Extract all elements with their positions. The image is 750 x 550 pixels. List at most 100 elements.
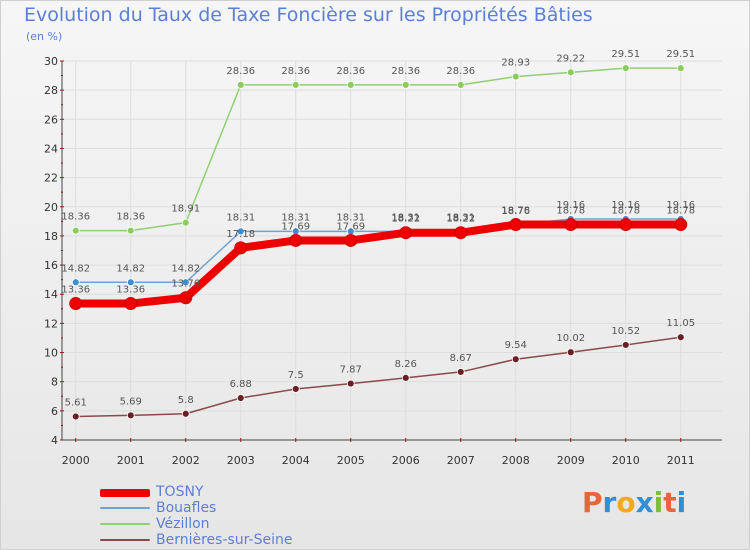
legend-label-vezillon: Vézillon — [156, 516, 210, 532]
data-label-v-zillon: 18.36 — [61, 212, 90, 223]
brand-letter: x — [635, 486, 654, 519]
data-label-v-zillon: 18.91 — [171, 204, 200, 215]
data-point-bouafles — [126, 278, 135, 287]
data-point-berni-res-sur-seine — [676, 333, 685, 342]
data-label-bouafles: 19.16 — [556, 200, 585, 211]
data-point-bouafles — [236, 227, 245, 236]
data-label-v-zillon: 28.93 — [501, 58, 530, 69]
data-point-v-zillon — [676, 64, 685, 73]
series-line-tosny — [71, 220, 685, 308]
chart-subtitle: (en %) — [26, 30, 63, 43]
data-point-tosny — [674, 218, 688, 232]
series-line-berni-res-sur-seine — [75, 336, 682, 418]
y-tick-label: 28 — [44, 84, 58, 97]
data-label-berni-res-sur-seine: 11.05 — [666, 318, 695, 329]
data-point-v-zillon — [621, 64, 630, 73]
x-tick-label: 2004 — [282, 454, 310, 467]
y-tick-label: 20 — [44, 201, 58, 214]
legend-label-bouafles: Bouafles — [156, 500, 217, 516]
legend-swatch-tosny — [100, 489, 150, 497]
y-tick-label: 6 — [51, 405, 58, 418]
data-point-v-zillon — [511, 72, 520, 81]
data-label-tosny: 18.78 — [501, 206, 530, 217]
data-label-tosny: 18.78 — [556, 206, 585, 217]
data-point-berni-res-sur-seine — [291, 385, 300, 393]
data-point-v-zillon — [566, 68, 575, 77]
data-point-v-zillon — [71, 226, 80, 235]
brand-letter: t — [663, 486, 677, 519]
x-tick-label: 2008 — [502, 454, 530, 467]
data-label-bouafles: 18.31 — [226, 212, 255, 223]
x-tick-label: 2011 — [667, 454, 695, 467]
data-label-berni-res-sur-seine: 9.54 — [505, 340, 527, 351]
data-point-v-zillon — [236, 81, 245, 89]
brand-letter: r — [602, 486, 617, 519]
x-tick-label: 2001 — [117, 454, 145, 467]
data-label-tosny: 13.36 — [61, 285, 90, 296]
data-label-berni-res-sur-seine: 7.87 — [340, 365, 362, 376]
data-point-tosny — [564, 218, 578, 232]
x-tick-label: 2006 — [392, 454, 420, 467]
data-label-v-zillon: 29.51 — [611, 49, 640, 60]
data-label-bouafles: 18.31 — [391, 212, 420, 223]
data-point-tosny — [289, 233, 303, 247]
legend-swatch-bernieres — [100, 539, 150, 541]
data-point-tosny — [454, 226, 468, 240]
data-label-bouafles: 14.82 — [171, 263, 200, 274]
x-tick-label: 2009 — [557, 454, 585, 467]
data-point-v-zillon — [181, 218, 190, 227]
y-tick-label: 30 — [44, 55, 58, 68]
x-tick-label: 2005 — [337, 454, 365, 467]
data-label-v-zillon: 29.22 — [556, 53, 585, 64]
data-point-berni-res-sur-seine — [181, 409, 190, 418]
brand-letter: P — [582, 486, 603, 519]
data-label-tosny: 18.78 — [666, 206, 695, 217]
data-point-tosny — [179, 291, 193, 305]
data-point-tosny — [234, 241, 248, 255]
y-tick-label: 8 — [51, 376, 58, 389]
legend-label-tosny: TOSNY — [156, 484, 204, 500]
data-label-berni-res-sur-seine: 5.69 — [120, 396, 142, 407]
y-tick-label: 14 — [44, 288, 58, 301]
x-tick-label: 2002 — [172, 454, 200, 467]
data-label-berni-res-sur-seine: 7.5 — [288, 370, 304, 381]
data-label-bouafles: 18.31 — [336, 212, 365, 223]
data-label-bouafles: 18.31 — [446, 212, 475, 223]
data-label-berni-res-sur-seine: 6.88 — [230, 379, 252, 390]
data-label-v-zillon: 28.36 — [226, 66, 255, 77]
data-point-berni-res-sur-seine — [456, 368, 465, 376]
data-label-bouafles: 14.82 — [61, 263, 90, 274]
data-point-berni-res-sur-seine — [346, 379, 355, 388]
data-point-berni-res-sur-seine — [126, 411, 135, 420]
data-label-tosny: 13.36 — [116, 285, 145, 296]
data-label-v-zillon: 28.36 — [446, 66, 475, 77]
data-label-berni-res-sur-seine: 10.52 — [611, 326, 640, 337]
data-point-tosny — [399, 226, 413, 240]
data-label-v-zillon: 28.36 — [391, 66, 420, 77]
data-point-berni-res-sur-seine — [566, 348, 575, 357]
data-label-tosny: 13.76 — [171, 279, 200, 290]
data-point-v-zillon — [456, 81, 465, 89]
series-line-bouafles — [75, 218, 682, 284]
data-label-bouafles: 19.16 — [611, 200, 640, 211]
x-tick-label: 2010 — [612, 454, 640, 467]
brand-letter: i — [676, 486, 687, 519]
data-label-berni-res-sur-seine: 8.26 — [395, 359, 417, 370]
data-point-v-zillon — [126, 226, 135, 235]
data-point-berni-res-sur-seine — [401, 374, 410, 382]
y-tick-label: 24 — [44, 142, 58, 155]
data-point-berni-res-sur-seine — [511, 355, 520, 364]
data-label-tosny: 18.78 — [611, 206, 640, 217]
data-point-tosny — [344, 233, 358, 247]
data-label-tosny: 18.22 — [391, 214, 420, 225]
data-label-tosny: 17.69 — [336, 221, 365, 232]
x-tick-label: 2007 — [447, 454, 475, 467]
legend-swatch-vezillon — [100, 523, 150, 525]
data-label-berni-res-sur-seine: 10.02 — [556, 333, 585, 344]
data-point-berni-res-sur-seine — [621, 341, 630, 349]
data-label-berni-res-sur-seine: 8.67 — [450, 353, 472, 364]
data-point-berni-res-sur-seine — [71, 412, 80, 421]
data-point-v-zillon — [346, 81, 355, 89]
data-label-v-zillon: 29.51 — [666, 49, 695, 60]
